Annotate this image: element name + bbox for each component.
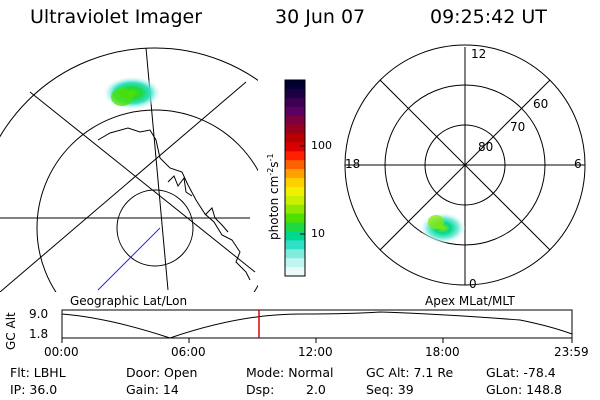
colorbar-segment <box>285 97 305 108</box>
left-panel-label: Geographic Lat/Lon <box>70 294 188 308</box>
timeline-axis-label: GC Alt <box>4 312 18 350</box>
aurora-spot-polar <box>421 213 465 243</box>
mlat-label-80: 80 <box>478 140 494 154</box>
timeline-tick-1800: 18:00 <box>425 345 460 359</box>
colorbar-segment <box>285 240 305 250</box>
timeline-tick-2359: 23:59 <box>554 345 589 359</box>
dsp-value: 2.0 <box>306 382 326 397</box>
colorbar-segment <box>285 186 305 197</box>
colorbar-segment <box>285 88 305 99</box>
colorbar-segment <box>285 151 305 161</box>
coastline-detail-2 <box>204 207 229 233</box>
mlt-label-18: 18 <box>345 157 361 171</box>
timeline-tick-0600: 06:00 <box>171 345 206 359</box>
altitude-curve <box>61 311 573 339</box>
colorbar-segment <box>285 115 305 126</box>
colorbar-segment <box>285 178 305 188</box>
colorbar-segment <box>285 213 305 224</box>
colorbar-segment <box>285 222 305 233</box>
right-panel-label: Apex MLat/MLT <box>425 294 515 308</box>
coastline <box>97 127 251 281</box>
colorbar-segment <box>285 231 305 241</box>
colorbar-segment <box>285 204 305 215</box>
colorbar-segment <box>285 160 305 170</box>
colorbar-segment <box>285 195 305 206</box>
timeline-tick-1200: 12:00 <box>298 345 333 359</box>
altitude-timeline <box>61 309 573 343</box>
ground-track <box>97 227 161 291</box>
colorbar-segment <box>285 106 305 117</box>
mlt-label-0: 0 <box>469 277 477 291</box>
seq-readout: Seq: 39 <box>366 382 414 397</box>
colorbar-segment <box>285 142 305 152</box>
timeline-y-top: 9.0 <box>29 307 49 321</box>
colorbar-frame <box>284 79 306 277</box>
gc-alt-readout: GC Alt: 7.1 Re <box>366 365 454 380</box>
geo-ring-mid <box>36 109 258 292</box>
colorbar-segment <box>285 169 305 179</box>
filter-readout: Flt: LBHL <box>10 365 66 380</box>
polar-plot <box>344 44 586 286</box>
door-readout: Door: Open <box>126 365 198 380</box>
mlt-label-6: 6 <box>574 157 582 171</box>
glat-readout: GLat: -78.4 <box>486 365 556 380</box>
glon-readout: GLon: 148.8 <box>486 382 562 397</box>
colorbar-segment <box>285 267 305 277</box>
geographic-map <box>0 47 258 292</box>
colorbar-unit: photon cm-2s-1 <box>266 153 281 240</box>
mode-readout: Mode: Normal <box>246 365 334 380</box>
gain-readout: Gain: 14 <box>126 382 179 397</box>
colorbar-tick-100: 100 <box>311 139 332 152</box>
mlat-label-70: 70 <box>510 120 526 134</box>
date-label: 30 Jun 07 <box>275 6 366 28</box>
geo-ring-inner <box>116 189 194 267</box>
geo-meridian-d2 <box>0 81 247 292</box>
colorbar-segment <box>285 133 305 143</box>
timeline-tick-0000: 00:00 <box>44 345 79 359</box>
polar-diag-2 <box>379 79 551 251</box>
colorbar-tick-10: 10 <box>311 227 325 240</box>
colorbar-segment <box>285 249 305 259</box>
mlat-label-60: 60 <box>533 97 549 111</box>
colorbar <box>285 80 305 277</box>
colorbar-segment <box>285 258 305 268</box>
coastline-detail <box>167 175 193 197</box>
ip-readout: IP: 36.0 <box>10 382 58 397</box>
geo-meridian-d1 <box>29 91 256 273</box>
colorbar-segment <box>285 80 305 90</box>
instrument-title: Ultraviolet Imager <box>30 6 203 28</box>
geo-ring-outer <box>0 47 258 138</box>
timeline-frame <box>61 309 573 339</box>
time-label: 09:25:42 UT <box>430 6 547 28</box>
colorbar-segment <box>285 124 305 135</box>
timeline-y-bottom: 1.8 <box>29 327 49 341</box>
dsp-label: Dsp: <box>246 382 275 397</box>
mlt-label-12: 12 <box>471 47 487 61</box>
